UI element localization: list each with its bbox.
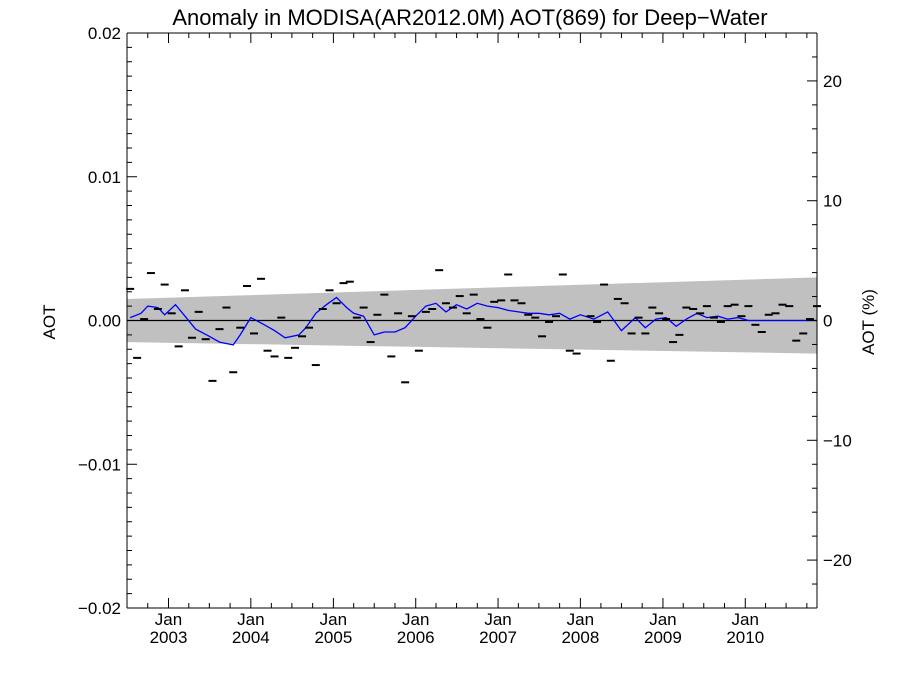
y-tick-label-right: 20 — [823, 72, 842, 91]
y-axis-label-right: AOT (%) — [859, 289, 878, 355]
x-tick-label-month: Jan — [484, 610, 511, 629]
uncertainty-band — [127, 277, 817, 354]
y-axis-label-left: AOT — [40, 305, 59, 340]
x-tick-label-month: Jan — [732, 610, 759, 629]
axes-layer — [126, 32, 818, 609]
blue-anomaly-line — [129, 296, 817, 346]
y-tick-label-right: 0 — [823, 312, 832, 331]
monthly-anomaly-layer — [126, 269, 821, 384]
y-tick-label-right: −10 — [823, 431, 852, 450]
y-tick-label-left: 0.01 — [88, 168, 121, 187]
y-tick-label-right: −20 — [823, 551, 852, 570]
x-tick-label-year: 2005 — [314, 628, 352, 647]
y-tick-label-left: 0.02 — [88, 24, 121, 43]
y-tick-label-right: 10 — [823, 192, 842, 211]
x-tick-label-year: 2004 — [232, 628, 270, 647]
chart-title: Anomaly in MODISA(AR2012.0M) AOT(869) fo… — [172, 5, 767, 30]
text-layer: Anomaly in MODISA(AR2012.0M) AOT(869) fo… — [40, 5, 878, 647]
x-tick-label-month: Jan — [237, 610, 264, 629]
x-tick-label-month: Jan — [320, 610, 347, 629]
x-tick-label-month: Jan — [402, 610, 429, 629]
blue-series-layer — [129, 296, 817, 346]
x-tick-label-year: 2008 — [561, 628, 599, 647]
x-tick-label-year: 2006 — [397, 628, 435, 647]
uncertainty-band-layer — [127, 277, 817, 354]
x-tick-label-year: 2010 — [726, 628, 764, 647]
x-tick-label-year: 2009 — [644, 628, 682, 647]
x-tick-label-month: Jan — [155, 610, 182, 629]
x-tick-label-year: 2003 — [150, 628, 188, 647]
x-tick-label-month: Jan — [567, 610, 594, 629]
y-tick-label-left: 0.00 — [88, 312, 121, 331]
y-tick-label-left: −0.02 — [78, 599, 121, 618]
x-tick-label-year: 2007 — [479, 628, 517, 647]
y-tick-label-left: −0.01 — [78, 455, 121, 474]
x-tick-label-month: Jan — [649, 610, 676, 629]
